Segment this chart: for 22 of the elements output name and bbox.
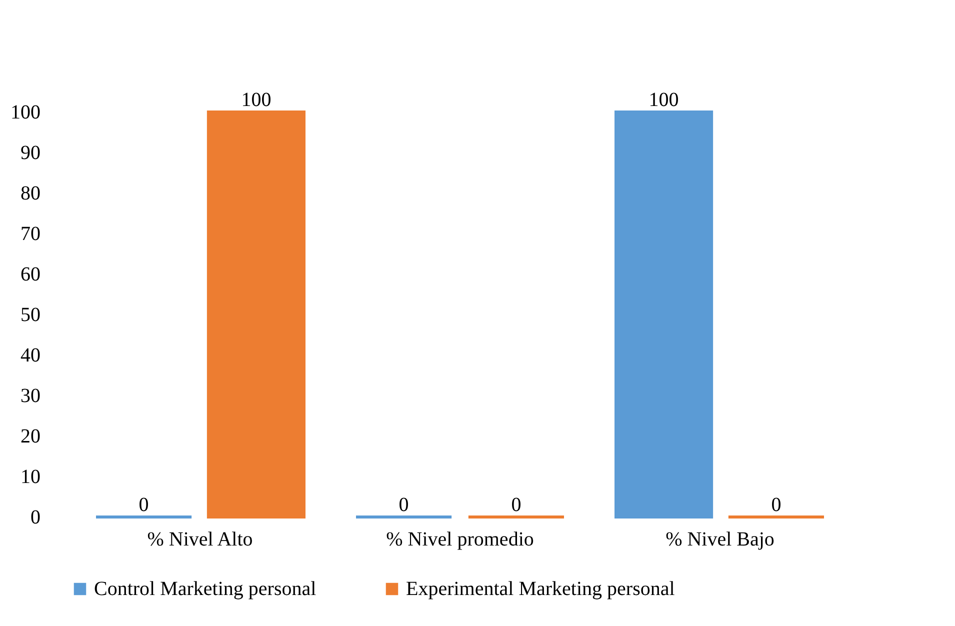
y-tick-label: 70 [20, 223, 40, 245]
data-label: 0 [771, 494, 782, 516]
y-tick-label: 10 [20, 466, 40, 488]
legend-label: Control Marketing personal [94, 578, 317, 600]
data-label: 0 [511, 494, 522, 516]
legend-label: Experimental Marketing personal [406, 578, 676, 600]
data-label: 100 [241, 89, 272, 111]
y-tick-label: 20 [20, 426, 40, 448]
y-tick-label: 80 [20, 182, 40, 204]
y-tick-label: 50 [20, 304, 40, 326]
x-tick-label: % Nivel promedio [386, 528, 534, 550]
data-label: 100 [648, 89, 679, 111]
y-tick-label: 90 [20, 142, 40, 164]
y-tick-label: 40 [20, 344, 40, 366]
y-tick-label: 100 [10, 102, 40, 124]
data-label: 0 [138, 494, 149, 516]
data-label: 0 [398, 494, 409, 516]
y-tick-label: 30 [20, 385, 40, 407]
y-tick-label: 60 [20, 264, 40, 286]
x-tick-label: % Nivel Bajo [666, 528, 774, 550]
y-tick-label: 0 [30, 506, 40, 528]
x-tick-label: % Nivel Alto [147, 528, 253, 550]
